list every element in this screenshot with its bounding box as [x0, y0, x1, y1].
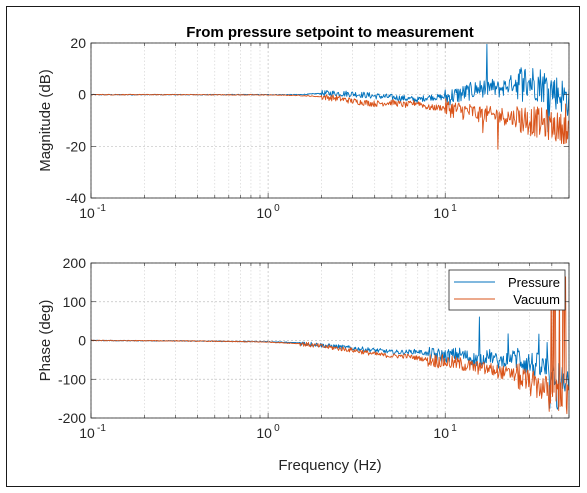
x-tick-label: 10 — [433, 205, 449, 221]
x-axis-label: Frequency (Hz) — [278, 457, 381, 474]
x-tick-exponent: 1 — [451, 423, 457, 434]
legend: Pressure Vacuum — [448, 269, 566, 311]
legend-entry: Pressure — [508, 275, 560, 290]
y-tick-label: -200 — [58, 410, 86, 426]
x-tick-exponent: 1 — [451, 203, 457, 214]
tick-marks — [90, 42, 570, 199]
x-tick-label: 10 — [433, 425, 449, 441]
y-axis-label: Magnitude (dB) — [37, 69, 54, 172]
y-tick-label: -40 — [66, 190, 86, 206]
x-tick-exponent: 0 — [274, 203, 280, 214]
x-tick-exponent: 0 — [274, 423, 280, 434]
vacuum-series-line — [91, 271, 569, 415]
y-tick-label: 0 — [78, 87, 86, 103]
x-tick-label: 10 — [79, 425, 95, 441]
y-tick-label: -20 — [66, 138, 86, 154]
plot-area — [91, 43, 569, 198]
y-axis-label: Phase (deg) — [37, 300, 54, 382]
axes-box — [90, 42, 570, 199]
y-tick-label: 200 — [63, 255, 87, 271]
y-tick-label: 0 — [78, 333, 86, 349]
y-tick-label: 100 — [63, 294, 87, 310]
orange-series-line — [91, 93, 569, 150]
tick-marks — [90, 262, 570, 419]
chart-title: From pressure setpoint to measurement — [186, 24, 474, 41]
x-tick-exponent: -1 — [97, 203, 106, 214]
x-tick-label: 10 — [256, 205, 272, 221]
y-tick-label: -100 — [58, 371, 86, 387]
x-tick-label: 10 — [79, 205, 95, 221]
legend-entry: Vacuum — [513, 292, 560, 307]
x-tick-exponent: -1 — [97, 423, 106, 434]
x-tick-label: 10 — [256, 425, 272, 441]
minor-grid — [144, 43, 570, 198]
y-tick-label: 20 — [70, 35, 86, 51]
